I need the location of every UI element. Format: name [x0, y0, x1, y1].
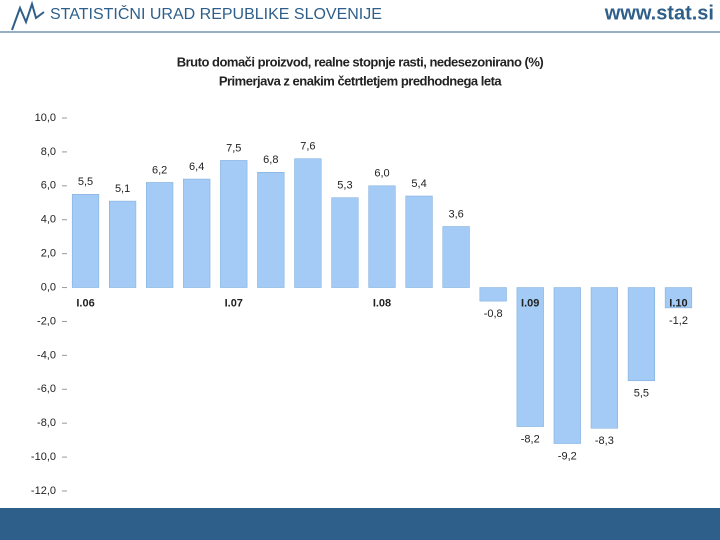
bar	[146, 182, 174, 288]
bar	[331, 197, 359, 288]
x-tick-label: I.08	[373, 297, 391, 309]
bar	[442, 226, 470, 288]
value-label: -8,3	[595, 435, 614, 447]
bar	[479, 287, 507, 302]
bar	[405, 195, 433, 288]
bar	[71, 194, 100, 288]
bar	[220, 160, 248, 288]
value-label: -8,2	[521, 433, 540, 445]
value-label: 5,1	[115, 183, 130, 195]
y-tick-label: -10,0	[31, 451, 56, 463]
bar	[294, 158, 322, 288]
chart-title: Bruto domači proizvod, realne stopnje ra…	[177, 54, 544, 69]
value-label: -1,2	[669, 315, 688, 327]
bar	[183, 178, 211, 288]
value-label: 6,2	[152, 164, 167, 176]
value-label: 6,0	[374, 168, 389, 180]
y-tick-label: -4,0	[37, 349, 56, 361]
bar	[368, 185, 396, 288]
y-tick-label: -6,0	[37, 383, 56, 395]
y-tick-label: 4,0	[41, 214, 56, 226]
y-tick-label: -2,0	[37, 315, 56, 327]
x-tick-label: I.06	[76, 297, 94, 309]
website: www.stat.si	[604, 2, 714, 24]
value-label: -9,2	[558, 450, 577, 462]
bar	[516, 287, 544, 427]
value-label: 5,5	[78, 176, 93, 188]
y-tick-label: 10,0	[35, 112, 56, 124]
value-label: 5,3	[337, 180, 352, 192]
bar	[257, 172, 285, 288]
value-label: 7,6	[300, 141, 315, 153]
organization: STATISTIČNI URAD REPUBLIKE SLOVENIJE	[50, 4, 382, 23]
bar	[108, 200, 137, 288]
bar	[664, 287, 693, 309]
y-tick-label: -8,0	[37, 417, 56, 429]
value-label: 3,6	[448, 208, 463, 220]
y-tick-label: 2,0	[41, 248, 56, 260]
x-tick-label: I.10	[669, 297, 687, 309]
value-label: 5,4	[411, 178, 426, 190]
y-tick-label: -12,0	[31, 485, 56, 497]
bar	[553, 287, 581, 444]
value-label: 6,8	[263, 154, 278, 166]
value-label: 5,5	[634, 388, 649, 400]
bar	[627, 287, 656, 382]
y-tick-label: 0,0	[41, 281, 56, 293]
bar	[590, 287, 618, 429]
value-label: 6,4	[189, 161, 204, 173]
chart-subtitle: Primerjava z enakim četrtletjem predhodn…	[219, 73, 503, 88]
x-tick-label: I.09	[521, 297, 539, 309]
y-tick-label: 8,0	[41, 146, 56, 158]
value-label: 7,5	[226, 142, 241, 154]
value-label: -0,8	[484, 308, 503, 320]
x-tick-label: I.07	[225, 297, 243, 309]
logo	[11, 0, 45, 31]
footer-band	[0, 508, 720, 540]
y-tick-label: 6,0	[41, 180, 56, 192]
